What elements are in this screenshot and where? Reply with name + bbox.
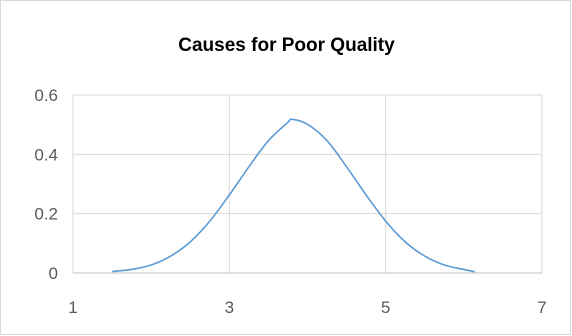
chart-title: Causes for Poor Quality	[178, 35, 395, 56]
gridlines	[72, 94, 543, 274]
y-tick-label: 0.6	[34, 86, 58, 105]
series-line	[111, 118, 475, 273]
y-tick-labels: 0 0.2 0.4 0.6	[34, 86, 58, 283]
x-tick-label: 7	[537, 298, 546, 317]
x-tick-label: 3	[225, 298, 234, 317]
series-group	[111, 118, 475, 273]
y-tick-label: 0	[49, 264, 58, 283]
y-tick-label: 0.4	[34, 145, 58, 164]
x-tick-label: 1	[68, 298, 77, 317]
x-tick-labels: 1 3 5 7	[68, 298, 546, 317]
y-tick-label: 0.2	[34, 205, 58, 224]
x-tick-label: 5	[381, 298, 390, 317]
